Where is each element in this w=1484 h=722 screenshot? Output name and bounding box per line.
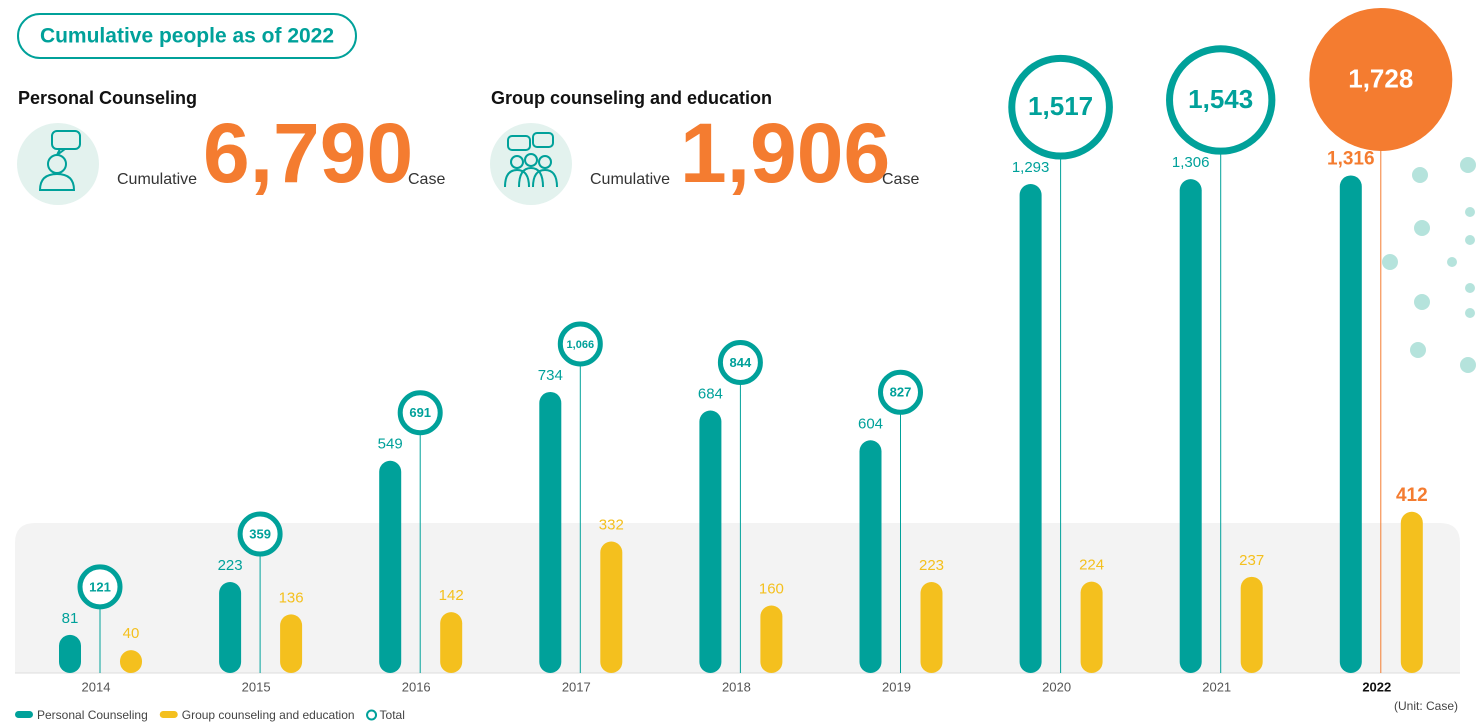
x-tick-label: 2019 <box>882 679 911 694</box>
bar <box>1019 184 1042 673</box>
legend-label: Group counseling and education <box>182 708 355 722</box>
icon-bg <box>17 123 99 205</box>
bar <box>440 612 463 673</box>
x-tick-label: 2015 <box>242 679 271 694</box>
value-label: 136 <box>279 589 304 606</box>
bar <box>120 650 142 673</box>
person-icon <box>38 130 81 191</box>
value-label: 604 <box>858 415 883 432</box>
bar <box>539 391 562 673</box>
bar <box>1179 179 1202 673</box>
stat-title: Group counseling and education <box>491 88 772 108</box>
total-marker <box>397 390 443 436</box>
x-tick-label: 2022 <box>1362 679 1391 694</box>
value-label: 1,316 <box>1327 148 1375 169</box>
legend-swatch <box>15 711 33 718</box>
bar <box>600 541 623 673</box>
total-label: 1,728 <box>1348 63 1413 93</box>
value-label: 237 <box>1239 552 1264 569</box>
stat-number: 6,790 <box>203 106 413 200</box>
group-icon <box>504 132 558 188</box>
total-marker <box>237 511 283 557</box>
bar <box>59 634 81 673</box>
unit-label: (Unit: Case) <box>1394 699 1458 713</box>
bar <box>859 440 882 673</box>
value-label: 734 <box>538 367 563 384</box>
legend-label: Personal Counseling <box>37 708 148 722</box>
total-marker <box>557 321 603 367</box>
stat-unit: Case <box>882 171 919 188</box>
value-label: 412 <box>1396 485 1428 506</box>
x-tick-label: 2017 <box>562 679 591 694</box>
bar <box>1400 511 1423 673</box>
value-label: 684 <box>698 386 723 403</box>
stat-prefix: Cumulative <box>117 171 197 188</box>
x-tick-label: 2018 <box>722 679 751 694</box>
total-label: 1,543 <box>1188 84 1253 114</box>
value-label: 223 <box>218 557 243 574</box>
decor-dots <box>1382 157 1476 373</box>
value-label: 549 <box>378 436 403 453</box>
legend-label: Total <box>380 708 405 722</box>
total-marker <box>1166 45 1276 155</box>
x-tick-label: 2014 <box>82 679 111 694</box>
stat-unit: Case <box>408 171 445 188</box>
value-label: 1,306 <box>1172 154 1210 171</box>
value-label: 224 <box>1079 557 1104 574</box>
value-label: 81 <box>62 610 79 627</box>
bar <box>1080 581 1103 673</box>
bar <box>1339 175 1362 673</box>
value-label: 223 <box>919 557 944 574</box>
bar <box>280 614 303 673</box>
total-marker <box>717 340 763 386</box>
total-label: 1,517 <box>1028 91 1093 121</box>
bar <box>219 582 242 673</box>
total-marker <box>878 369 923 415</box>
bar <box>699 410 722 673</box>
badge-text: Cumulative people as of 2022 <box>40 25 334 48</box>
badge <box>17 13 357 59</box>
legend-swatch <box>159 711 178 718</box>
value-label: 332 <box>599 516 624 533</box>
x-tick-label: 2020 <box>1042 679 1071 694</box>
bar <box>1240 576 1263 673</box>
total-label: 827 <box>890 385 912 400</box>
value-label: 40 <box>123 625 140 642</box>
total-label: 359 <box>249 526 271 541</box>
value-label: 142 <box>439 587 464 604</box>
total-label: 1,066 <box>567 339 595 351</box>
total-marker <box>1008 54 1113 160</box>
total-marker <box>1309 7 1453 151</box>
legend-swatch <box>366 709 378 721</box>
stat-title: Personal Counseling <box>18 88 197 108</box>
bar <box>920 582 943 673</box>
total-marker <box>77 564 123 610</box>
value-label: 160 <box>759 580 784 597</box>
total-label: 844 <box>730 355 752 370</box>
value-label: 1,293 <box>1012 159 1050 176</box>
total-label: 121 <box>89 579 111 594</box>
stat-number: 1,906 <box>680 106 890 200</box>
bar <box>379 460 402 673</box>
icon-bg <box>490 123 572 205</box>
x-tick-label: 2016 <box>402 679 431 694</box>
x-tick-label: 2021 <box>1202 679 1231 694</box>
bar <box>760 605 783 673</box>
stat-prefix: Cumulative <box>590 171 670 188</box>
total-label: 691 <box>409 405 431 420</box>
